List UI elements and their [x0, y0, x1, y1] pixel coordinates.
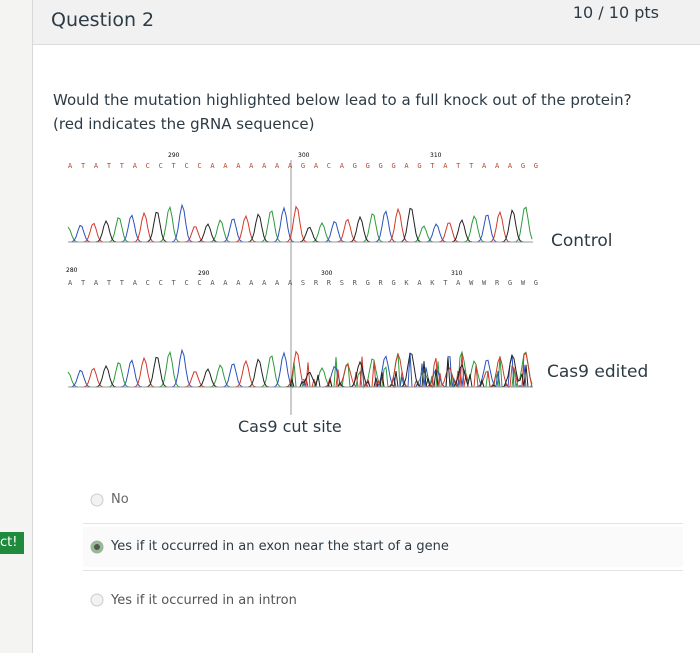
position-label: 290 — [198, 270, 210, 277]
edited-sequence: ATATTACCTCCAAAAAAASRRSRGRGKAKTAWWRGWG — [68, 279, 538, 287]
side-tag: ct! — [0, 532, 24, 554]
position-label: 280 — [66, 267, 78, 274]
question-card: Question 2 10 / 10 pts Would the mutatio… — [32, 0, 700, 653]
question-title: Question 2 — [51, 9, 155, 31]
control-label: Control — [551, 231, 612, 251]
position-label: 290 — [168, 152, 180, 159]
position-label: 300 — [321, 270, 333, 277]
chromatogram-figure: ATATTACCTCCAAAAAAAGACAGGGGAGTATTAAAGG 29… — [66, 152, 683, 607]
separator — [83, 570, 683, 571]
answer[interactable]: Yes if it occurred in an intron — [111, 593, 297, 608]
edited-label: Cas9 edited — [547, 362, 648, 382]
answer[interactable]: Yes if it occurred in an exon near the s… — [111, 539, 449, 554]
trace — [68, 350, 533, 389]
cut-site-label: Cas9 cut site — [238, 417, 342, 436]
radio-dot — [94, 544, 100, 550]
control-sequence: ATATTACCTCCAAAAAAAGACAGGGGAGTATTAAAGG — [68, 162, 538, 170]
radio[interactable] — [90, 593, 104, 607]
chromatogram-traces — [67, 203, 533, 389]
selected-row — [83, 527, 683, 567]
position-label: 300 — [298, 152, 310, 159]
position-label: 310 — [430, 152, 442, 159]
question-header: Question 2 10 / 10 pts — [33, 0, 700, 45]
position-label: 310 — [451, 270, 463, 277]
points: 10 / 10 pts — [572, 3, 659, 22]
answer[interactable]: No — [111, 492, 129, 507]
question-text: Would the mutation highlighted below lea… — [53, 91, 632, 133]
radio[interactable] — [90, 493, 104, 507]
trace — [68, 205, 532, 243]
separator — [83, 523, 683, 524]
